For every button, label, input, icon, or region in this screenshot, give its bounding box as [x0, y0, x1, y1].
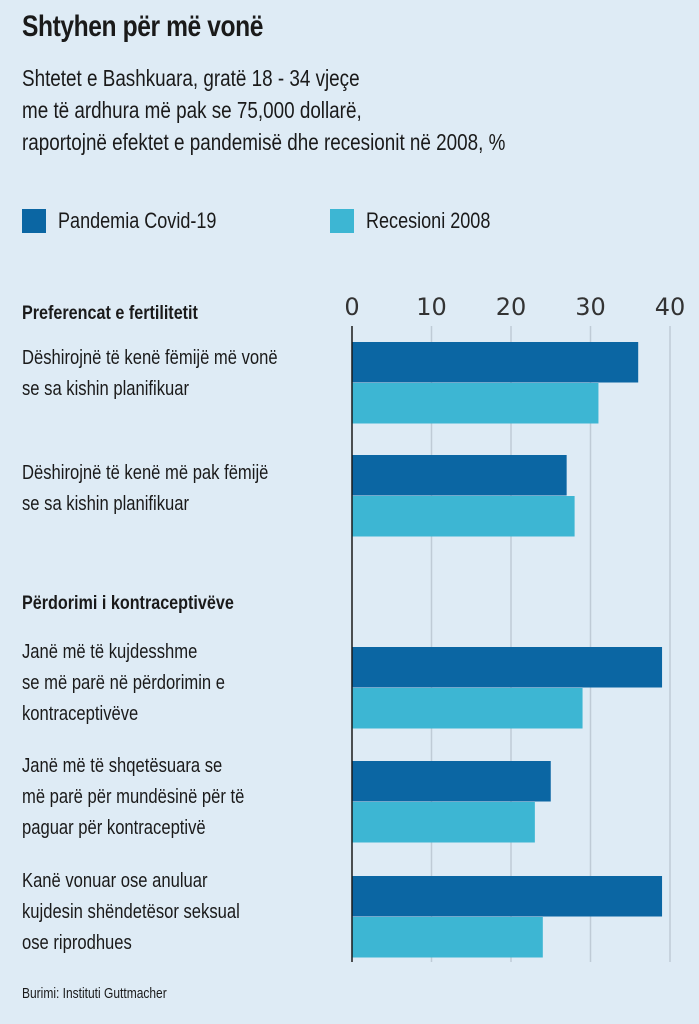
legend-swatch-covid [22, 209, 46, 233]
subtitle-line: Shtetet e Bashkuara, gratë 18 - 34 vjeçe [22, 65, 360, 91]
x-tick-label: 0 [344, 293, 359, 321]
group-header-fertility: Preferencat e fertilitetit [22, 303, 198, 324]
chart-subtitle: Shtetet e Bashkuara, gratë 18 - 34 vjeçe… [22, 62, 505, 158]
legend-item-covid: Pandemia Covid-19 [22, 206, 251, 236]
bar-recession [352, 688, 583, 729]
bar-recession [352, 802, 535, 843]
x-tick-label: 30 [575, 293, 606, 321]
legend-swatch-recession [330, 209, 354, 233]
bar-recession [352, 383, 599, 424]
bar-covid [352, 761, 551, 802]
x-tick-label: 40 [655, 293, 686, 321]
group-header-contraceptives: Përdorimi i kontraceptivëve [22, 593, 234, 614]
category-label: Kanë vonuar ose anuluar kujdesin shëndet… [22, 870, 240, 954]
legend-label-covid: Pandemia Covid-19 [58, 208, 217, 233]
bar-covid [352, 876, 663, 917]
category-label: Janë më të kujdesshme se më parë në përd… [22, 641, 225, 725]
legend-label-recession: Recesioni 2008 [366, 208, 491, 233]
x-tick-label: 20 [496, 293, 527, 321]
source-note: Burimi: Instituti Guttmacher [22, 985, 167, 1002]
bar-recession [352, 917, 543, 958]
bar-recession [352, 496, 575, 537]
legend-item-recession: Recesioni 2008 [330, 206, 518, 236]
bar-covid [352, 647, 663, 688]
bar-covid [352, 342, 639, 383]
subtitle-line: me të ardhura më pak se 75,000 dollarë, [22, 97, 362, 123]
category-label: Dëshirojnë të kenë më pak fëmijë se sa k… [22, 462, 269, 515]
chart-title: Shtyhen për më vonë [22, 10, 264, 43]
bar-covid [352, 455, 567, 496]
x-tick-label: 10 [416, 293, 447, 321]
category-label: Dëshirojnë të kenë fëmijë më vonë se sa … [22, 347, 278, 400]
category-label: Janë më të shqetësuara se më parë për mu… [22, 755, 245, 839]
subtitle-line: raportojnë efektet e pandemisë dhe reces… [22, 129, 506, 155]
